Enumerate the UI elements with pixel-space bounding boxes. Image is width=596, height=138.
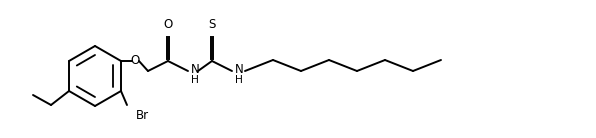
Text: Br: Br — [136, 109, 149, 122]
Text: H: H — [191, 75, 199, 85]
Text: O: O — [131, 55, 139, 67]
Text: N: N — [235, 63, 244, 76]
Text: O: O — [163, 18, 173, 31]
Text: N: N — [191, 63, 200, 76]
Text: H: H — [235, 75, 243, 85]
Text: S: S — [208, 18, 216, 31]
